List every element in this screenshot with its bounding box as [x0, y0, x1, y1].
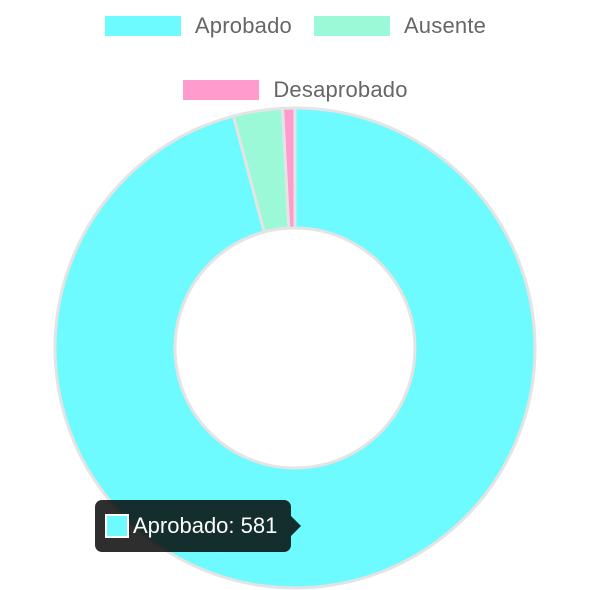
donut-slice-desaprobado[interactable]: [280, 106, 297, 230]
tooltip-color-swatch: [105, 514, 129, 538]
legend-swatch-ausente: [313, 16, 390, 36]
donut-slices: [53, 106, 537, 590]
tooltip-text: Aprobado: 581: [133, 513, 278, 538]
legend-label-desaprobado: Desaprobado: [273, 77, 408, 102]
legend-swatch-desaprobado: [183, 80, 260, 100]
legend-label-ausente: Ausente: [403, 13, 487, 38]
legend-item-desaprobado[interactable]: Desaprobado: [183, 77, 408, 102]
legend-swatch-aprobado: [104, 16, 181, 36]
legend-item-aprobado[interactable]: Aprobado: [104, 13, 292, 38]
legend-label-aprobado: Aprobado: [194, 13, 292, 38]
donut-slice-aprobado[interactable]: [53, 106, 537, 590]
chart-legend: Aprobado Ausente Desaprobado: [0, 13, 591, 102]
legend-item-ausente[interactable]: Ausente: [313, 13, 487, 38]
chart-tooltip: Aprobado: 581: [95, 500, 302, 552]
